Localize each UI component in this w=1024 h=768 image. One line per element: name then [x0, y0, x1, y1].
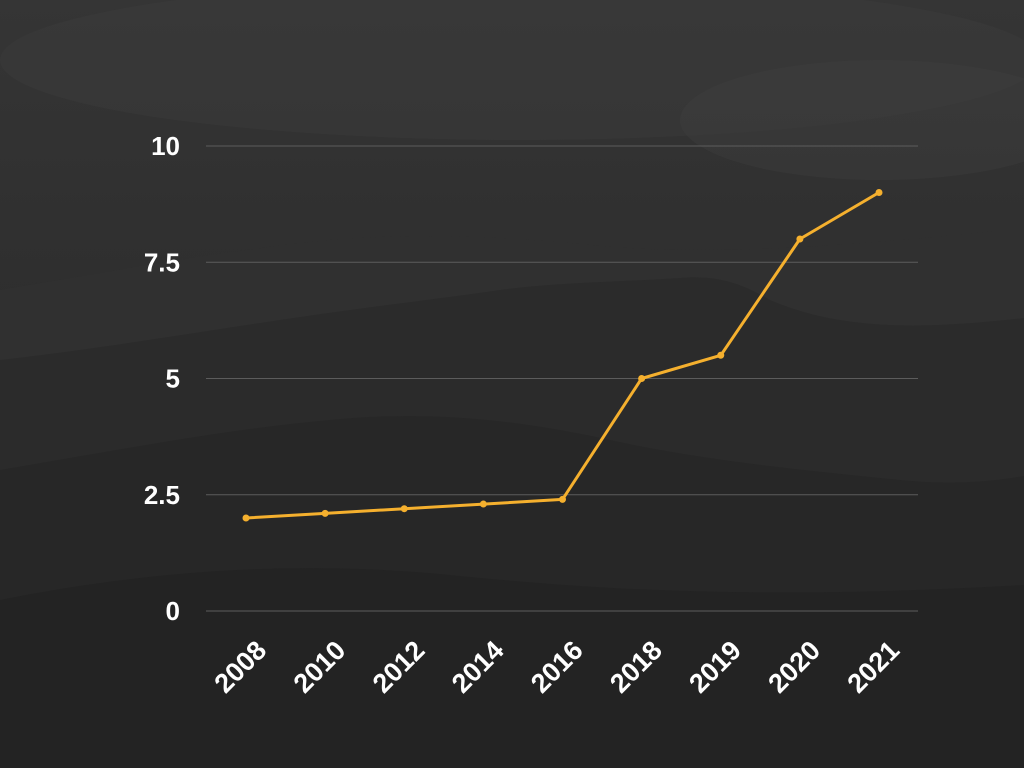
- y-tick-label: 10: [151, 131, 180, 161]
- data-point-2016: [559, 495, 566, 503]
- y-tick-label: 0: [166, 596, 180, 626]
- y-tick-label: 7.5: [144, 247, 180, 277]
- data-point-2019: [717, 351, 725, 359]
- data-point-2014: [479, 500, 487, 508]
- data-point-2020: [796, 235, 804, 243]
- series-group: [242, 189, 883, 522]
- y-axis: 0 2.5 5 7.5 10: [144, 131, 180, 626]
- data-point-2012: [400, 505, 408, 513]
- y-tick-label: 5: [166, 364, 180, 394]
- y-tick-label: 2.5: [144, 480, 180, 510]
- gridlines: [206, 145, 918, 612]
- data-point-2010: [321, 509, 329, 517]
- data-point-2021: [875, 189, 883, 196]
- data-point-2018: [638, 375, 646, 382]
- data-point-2008: [242, 514, 250, 522]
